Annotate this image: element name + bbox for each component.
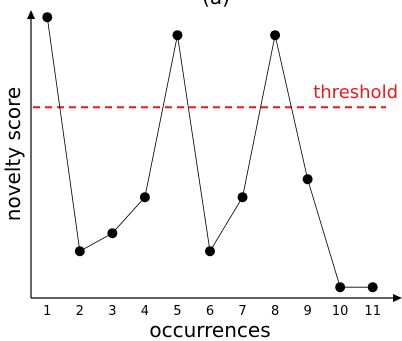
x-axis-label: occurrences — [149, 318, 270, 341]
data-point — [107, 228, 118, 239]
data-point — [367, 282, 378, 293]
data-point — [42, 12, 53, 23]
data-point — [172, 30, 183, 41]
data-point — [204, 246, 215, 257]
y-axis-label: novelty score — [1, 87, 25, 221]
x-tick-label: 11 — [364, 304, 381, 319]
x-tick-label: 6 — [206, 304, 214, 319]
data-point — [139, 192, 150, 203]
x-tick-label: 5 — [173, 304, 181, 319]
data-point — [270, 30, 281, 41]
x-tick-label: 4 — [141, 304, 149, 319]
data-point — [74, 246, 85, 257]
x-tick-labels: 1 2 3 4 5 6 7 8 9 10 11 — [43, 304, 381, 319]
x-tick-label: 8 — [271, 304, 279, 319]
x-axis-arrow-icon — [393, 294, 402, 302]
axes — [27, 10, 402, 302]
threshold-label: threshold — [313, 82, 398, 103]
x-tick-label: 10 — [332, 304, 349, 319]
x-tick-label: 1 — [43, 304, 51, 319]
chart-title: (a) — [202, 0, 230, 9]
data-point — [302, 174, 313, 185]
data-point — [237, 192, 248, 203]
x-tick-label: 7 — [238, 304, 246, 319]
x-tick-label: 9 — [303, 304, 311, 319]
x-tick-label: 3 — [108, 304, 116, 319]
series-points — [42, 12, 378, 293]
y-axis-arrow-icon — [27, 10, 35, 19]
data-point — [335, 282, 346, 293]
x-tick-label: 2 — [76, 304, 84, 319]
